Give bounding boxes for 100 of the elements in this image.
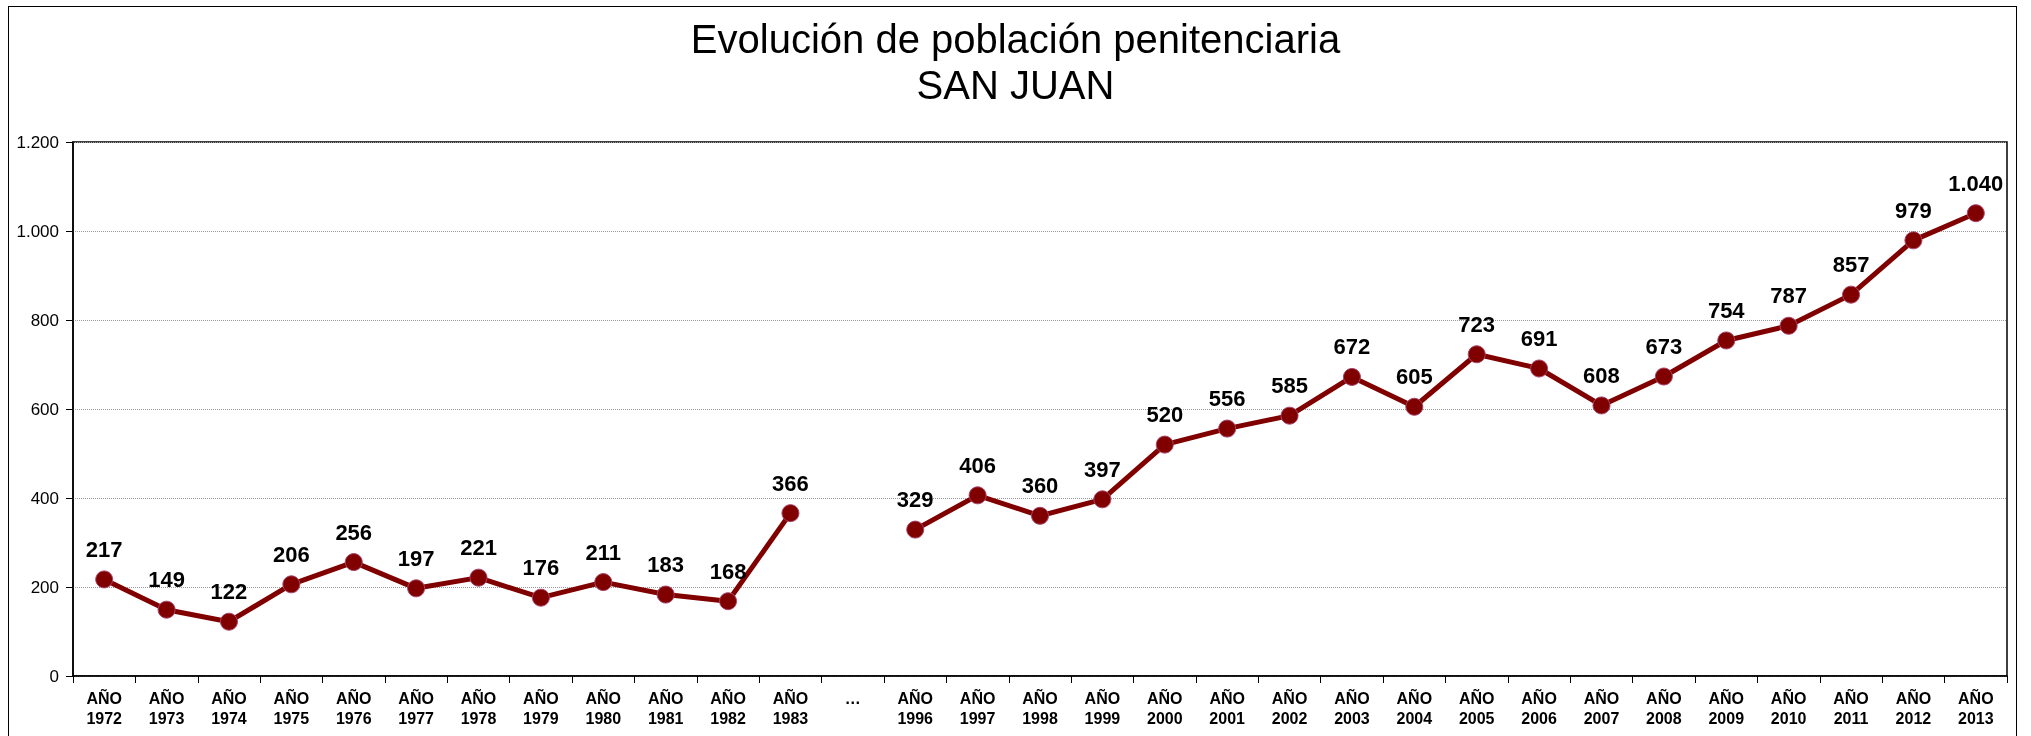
x-tick-label: AÑO 1976 — [335, 687, 372, 727]
x-tick-label: AÑO 2005 — [1458, 687, 1495, 727]
point — [1717, 331, 1736, 350]
point — [1155, 435, 1174, 454]
x-tick-label: AÑO 2011 — [1833, 687, 1869, 727]
point — [531, 588, 550, 607]
x-tick-label: AÑO 1998 — [1022, 687, 1058, 727]
x-tick-label: AÑO 2010 — [1770, 687, 1807, 727]
x-tick-label: AÑO 1973 — [148, 687, 185, 727]
y-tick-label: 800 — [30, 310, 59, 330]
data-label: 206 — [273, 541, 310, 567]
point — [1592, 396, 1611, 415]
data-label: 556 — [1208, 386, 1246, 412]
chart-subtitle: SAN JUAN — [916, 63, 1115, 107]
data-label: 723 — [1458, 311, 1496, 337]
data-label: 520 — [1146, 402, 1184, 428]
x-tick-label: AÑO 2007 — [1583, 687, 1620, 727]
x-tick-label: AÑO 2001 — [1209, 687, 1246, 727]
point — [906, 520, 925, 539]
point — [968, 486, 987, 505]
point — [1342, 367, 1361, 386]
x-tick-label: AÑO 1979 — [523, 687, 559, 727]
data-label: 673 — [1645, 334, 1683, 360]
x-tick-label: AÑO 1983 — [772, 687, 809, 727]
point — [1654, 367, 1673, 386]
y-tick-label: 1.200 — [16, 132, 59, 152]
data-label: 197 — [397, 545, 435, 571]
y-tick-label: 400 — [30, 488, 59, 508]
x-tick-label: AÑO 1977 — [398, 687, 435, 727]
x-tick-label: AÑO 1974 — [211, 687, 247, 727]
x-tick-label: AÑO 2012 — [1895, 687, 1932, 727]
point — [1218, 419, 1237, 438]
x-tick-label: AÑO 2013 — [1958, 687, 1994, 727]
data-label: 1.040 — [1948, 170, 2004, 196]
x-tick-label: AÑO 2000 — [1146, 687, 1183, 727]
x-tick-label: AÑO 1999 — [1084, 687, 1121, 727]
point — [1031, 506, 1049, 525]
y-tick-label: 0 — [49, 666, 59, 686]
data-label: 605 — [1395, 364, 1433, 390]
point — [1093, 490, 1112, 509]
point — [594, 573, 613, 592]
point — [1966, 204, 1985, 223]
data-label: 787 — [1770, 283, 1807, 309]
data-label: 608 — [1583, 362, 1620, 388]
point — [719, 592, 738, 611]
data-label: 397 — [1084, 456, 1121, 482]
point — [344, 553, 363, 572]
point — [282, 575, 301, 594]
data-label: 221 — [460, 535, 497, 561]
point — [1842, 285, 1861, 304]
x-tick-label: AÑO 2008 — [1646, 687, 1682, 727]
data-label: 256 — [335, 519, 373, 545]
x-tick-label: AÑO 1972 — [86, 687, 123, 727]
data-label: 211 — [585, 539, 622, 565]
data-label: 183 — [647, 552, 685, 578]
data-label: 329 — [896, 487, 934, 513]
point — [407, 579, 426, 598]
x-tick-label: AÑO 2003 — [1334, 687, 1370, 727]
chart-title: Evolución de población penitenciaria — [690, 17, 1341, 61]
point — [219, 612, 238, 631]
x-tick-label: AÑO 1997 — [959, 687, 996, 727]
data-label: 672 — [1333, 334, 1371, 360]
x-tick-label: AÑO 1978 — [460, 687, 497, 727]
point — [656, 585, 675, 604]
point — [1405, 397, 1424, 416]
point — [1530, 359, 1549, 378]
data-label: 857 — [1832, 252, 1870, 278]
point — [95, 570, 114, 589]
x-tick-label: AÑO 2009 — [1708, 687, 1745, 727]
x-tick-label: AÑO 2006 — [1521, 687, 1557, 727]
point — [1280, 406, 1299, 425]
point — [1467, 345, 1486, 364]
x-tick-label: AÑO 2002 — [1271, 687, 1308, 727]
data-label: 585 — [1271, 373, 1308, 399]
x-tick-label: AÑO 1996 — [897, 687, 934, 727]
point — [469, 568, 488, 587]
data-label: 979 — [1895, 197, 1932, 223]
data-label: 366 — [772, 470, 809, 496]
x-tick-label: AÑO 1981 — [647, 687, 684, 727]
data-label: 149 — [148, 567, 185, 593]
point — [1904, 231, 1923, 250]
x-tick-label: AÑO 2004 — [1396, 687, 1433, 727]
data-label: 217 — [85, 536, 123, 562]
data-label: 168 — [709, 558, 747, 584]
x-tick-label: AÑO 1982 — [710, 687, 746, 727]
data-label: 122 — [210, 579, 248, 605]
x-tick-label: AÑO 1980 — [585, 687, 622, 727]
x-tick-label: … — [844, 689, 861, 707]
y-tick-label: 600 — [30, 399, 59, 419]
data-label: 691 — [1520, 326, 1558, 352]
point — [781, 504, 800, 523]
x-tick-label: AÑO 1975 — [273, 687, 310, 727]
data-label: 754 — [1707, 297, 1746, 323]
y-tick-label: 1.000 — [16, 221, 59, 241]
y-tick-label: 200 — [30, 577, 59, 597]
point — [1779, 316, 1798, 335]
data-label: 176 — [522, 555, 560, 581]
point — [157, 600, 176, 619]
data-label: 406 — [959, 452, 996, 478]
data-label: 360 — [1021, 473, 1059, 499]
